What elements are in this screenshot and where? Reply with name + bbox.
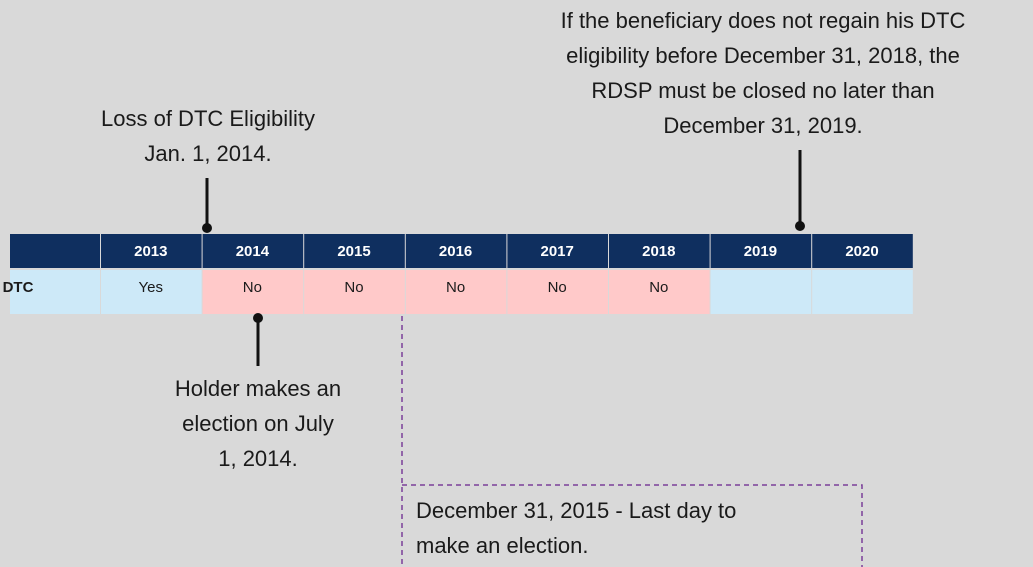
header-cell	[405, 234, 507, 268]
year-label: 2019	[744, 243, 777, 260]
year-label: 2013	[134, 243, 167, 260]
year-label: 2017	[541, 243, 574, 260]
header-cell	[609, 234, 710, 268]
annotation-text: eligibility before December 31, 2018, th…	[566, 43, 960, 68]
row-value: No	[344, 279, 363, 296]
header-cell	[202, 234, 304, 268]
annotations: Loss of DTC Eligibility Jan. 1, 2014. If t…	[101, 8, 965, 558]
row-cell	[609, 270, 710, 314]
annotation-text: If the beneficiary does not regain his D…	[561, 8, 966, 33]
timeline-table: 2013 2014 2015 2016 2017 2018 2019 2020 DTC Yes No…	[3, 234, 913, 314]
header-cell	[507, 234, 608, 268]
row-value: No	[243, 279, 262, 296]
row-value: No	[548, 279, 567, 296]
row-value: Yes	[139, 279, 163, 296]
annotation-text: Loss of DTC Eligibility	[101, 106, 315, 131]
header-cell	[10, 234, 100, 268]
year-label: 2014	[236, 243, 270, 260]
header-cell	[710, 234, 812, 268]
row-cell	[304, 270, 405, 314]
row-value: No	[446, 279, 465, 296]
annotation-text: Jan. 1, 2014.	[144, 141, 271, 166]
year-label: 2016	[439, 243, 472, 260]
row-cell	[405, 270, 507, 314]
annotation-text: election on July	[182, 411, 334, 436]
annotation-text: make an election.	[416, 533, 588, 558]
year-label: 2018	[642, 243, 675, 260]
annotation-text: December 31, 2019.	[663, 113, 862, 138]
connector-dot	[795, 221, 805, 231]
row-cell	[710, 270, 812, 314]
row-cell	[202, 270, 304, 314]
annotation-text: December 31, 2015 - Last day to	[416, 498, 736, 523]
row-label-cell	[10, 270, 100, 314]
row-cell	[812, 270, 913, 314]
row-value: No	[649, 279, 668, 296]
header-cell	[304, 234, 405, 268]
annotation-text: 1, 2014.	[218, 446, 298, 471]
dashed-box	[402, 484, 863, 567]
annotation-text: RDSP must be closed no later than	[591, 78, 934, 103]
row-cell	[507, 270, 608, 314]
annotation-text: Holder makes an	[175, 376, 341, 401]
connector-dot	[202, 223, 212, 233]
year-label: 2015	[337, 243, 370, 260]
header-cell	[101, 234, 202, 268]
year-label: 2020	[845, 243, 878, 260]
header-cell	[812, 234, 913, 268]
row-label: DTC	[3, 279, 34, 296]
row-cell	[101, 270, 202, 314]
